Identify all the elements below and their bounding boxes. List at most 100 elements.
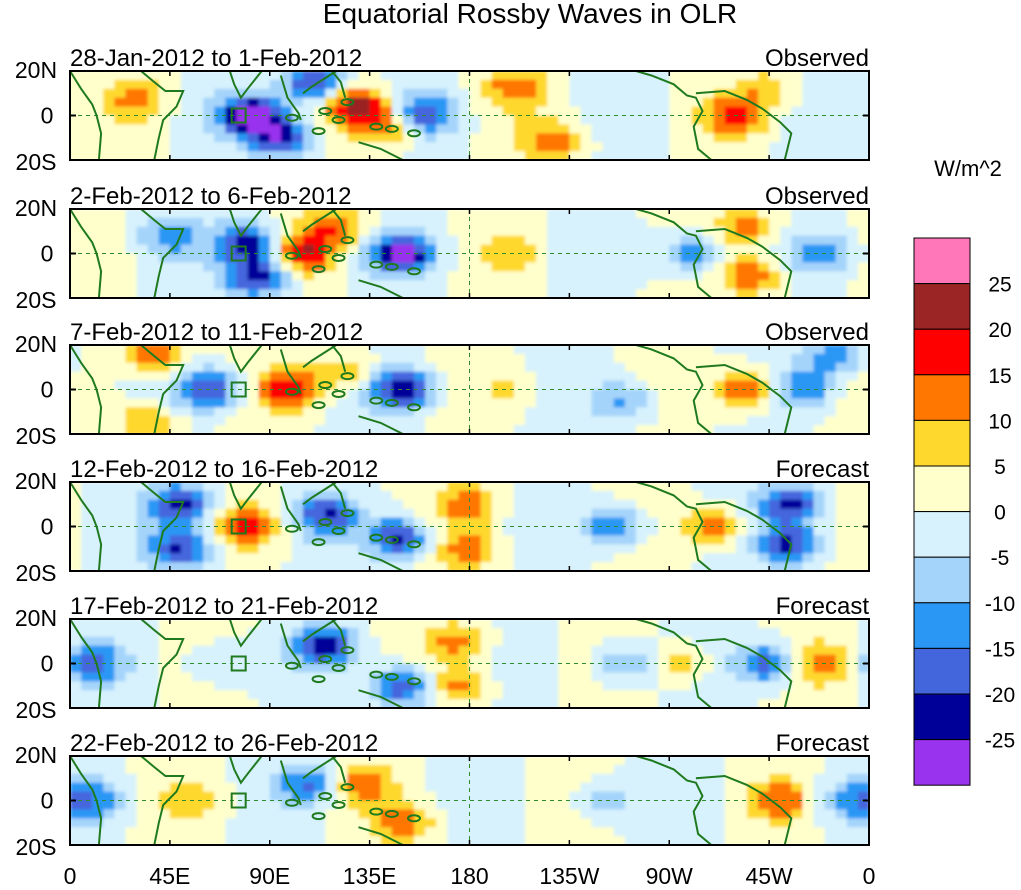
anomaly-cell — [813, 827, 826, 837]
anomaly-cell — [192, 425, 204, 434]
anomaly-cell — [746, 490, 759, 501]
anomaly-cell — [647, 280, 659, 290]
anomaly-cell — [580, 535, 593, 545]
anomaly-cell — [458, 535, 471, 545]
panel-period: 2-Feb-2012 to 6-Feb-2012 — [70, 183, 352, 210]
anomaly-cell — [602, 535, 615, 545]
anomaly-cell — [713, 244, 726, 255]
anomaly-cell — [314, 124, 326, 134]
anomaly-cell — [336, 526, 349, 536]
anomaly-cell — [746, 827, 759, 837]
anomaly-cell — [225, 280, 238, 290]
anomaly-cell — [247, 106, 260, 117]
anomaly-cell — [780, 389, 792, 399]
anomaly-cell — [203, 681, 215, 691]
anomaly-cell — [647, 526, 659, 536]
anomaly-cell — [81, 535, 93, 545]
anomaly-cell — [624, 289, 637, 298]
anomaly-cell — [369, 362, 382, 373]
anomaly-cell — [602, 416, 615, 426]
island-shape — [384, 124, 399, 133]
anomaly-cell — [658, 764, 670, 775]
anomaly-cell — [524, 836, 537, 845]
anomaly-cell — [314, 253, 326, 263]
anomaly-cell — [580, 407, 593, 417]
anomaly-cell — [125, 782, 138, 793]
anomaly-cell — [624, 389, 637, 399]
anomaly-cell — [702, 217, 715, 228]
anomaly-cell — [81, 699, 93, 708]
anomaly-cell — [469, 636, 482, 647]
anomaly-cell — [169, 88, 182, 99]
anomaly-cell — [192, 362, 204, 373]
anomaly-cell — [536, 562, 548, 571]
anomaly-cell — [402, 142, 415, 152]
anomaly-cell — [391, 253, 404, 263]
anomaly-cell — [203, 764, 215, 775]
anomaly-cell — [713, 836, 726, 845]
anomaly-cell — [635, 425, 648, 434]
anomaly-cell — [558, 133, 570, 143]
anomaly-cell — [669, 654, 681, 665]
anomaly-cell — [147, 764, 160, 775]
anomaly-cell — [269, 782, 282, 793]
anomaly-cell — [702, 681, 715, 691]
anomaly-cell — [613, 151, 626, 160]
anomaly-cell — [280, 627, 293, 638]
anomaly-cell — [536, 106, 548, 117]
anomaly-cell — [325, 133, 337, 143]
anomaly-cell — [613, 124, 626, 134]
anomaly-cell — [547, 490, 559, 501]
anomaly-cell — [147, 362, 160, 373]
anomaly-cell — [713, 818, 726, 828]
anomaly-cell — [691, 106, 704, 117]
anomaly-cell — [347, 517, 360, 528]
anomaly-cell — [380, 782, 393, 793]
anomaly-cell — [269, 619, 282, 629]
anomaly-cell — [192, 133, 204, 143]
anomaly-cell — [147, 389, 160, 399]
anomaly-cell — [558, 836, 570, 845]
anomaly-cell — [735, 71, 748, 81]
anomaly-cell — [81, 645, 93, 656]
anomaly-cell — [780, 663, 792, 673]
anomaly-cell — [70, 253, 82, 263]
anomaly-cell — [125, 353, 138, 364]
anomaly-cell — [414, 79, 426, 90]
anomaly-cell — [713, 97, 726, 108]
anomaly-cell — [347, 544, 360, 554]
anomaly-cell — [303, 106, 315, 117]
anomaly-cell — [425, 690, 437, 700]
anomaly-cell — [513, 398, 526, 408]
anomaly-cell — [802, 262, 815, 272]
anomaly-cell — [536, 151, 548, 160]
anomaly-cell — [369, 106, 382, 117]
anomaly-cell — [180, 535, 193, 545]
anomaly-cell — [580, 226, 593, 237]
anomaly-cell — [591, 79, 604, 90]
anomaly-cell — [180, 645, 193, 656]
anomaly-cell — [369, 508, 382, 519]
anomaly-cell — [180, 756, 193, 766]
anomaly-cell — [502, 416, 515, 426]
anomaly-cell — [458, 353, 471, 364]
anomaly-cell — [713, 142, 726, 152]
anomaly-cell — [70, 654, 82, 665]
anomaly-cell — [491, 151, 504, 160]
coastline-segment — [302, 619, 337, 643]
anomaly-cell — [269, 508, 282, 519]
anomaly-cell — [491, 699, 504, 708]
anomaly-cell — [236, 271, 249, 281]
anomaly-cell — [225, 398, 238, 408]
anomaly-cell — [691, 407, 704, 417]
anomaly-cell — [214, 124, 226, 134]
anomaly-cell — [613, 97, 626, 108]
anomaly-cell — [735, 253, 748, 263]
anomaly-cell — [758, 271, 770, 281]
anomaly-cell — [425, 226, 437, 237]
anomaly-cell — [513, 407, 526, 417]
anomaly-cell — [469, 235, 482, 246]
anomaly-cell — [824, 253, 837, 263]
anomaly-cell — [414, 690, 426, 700]
anomaly-cell — [291, 97, 304, 108]
